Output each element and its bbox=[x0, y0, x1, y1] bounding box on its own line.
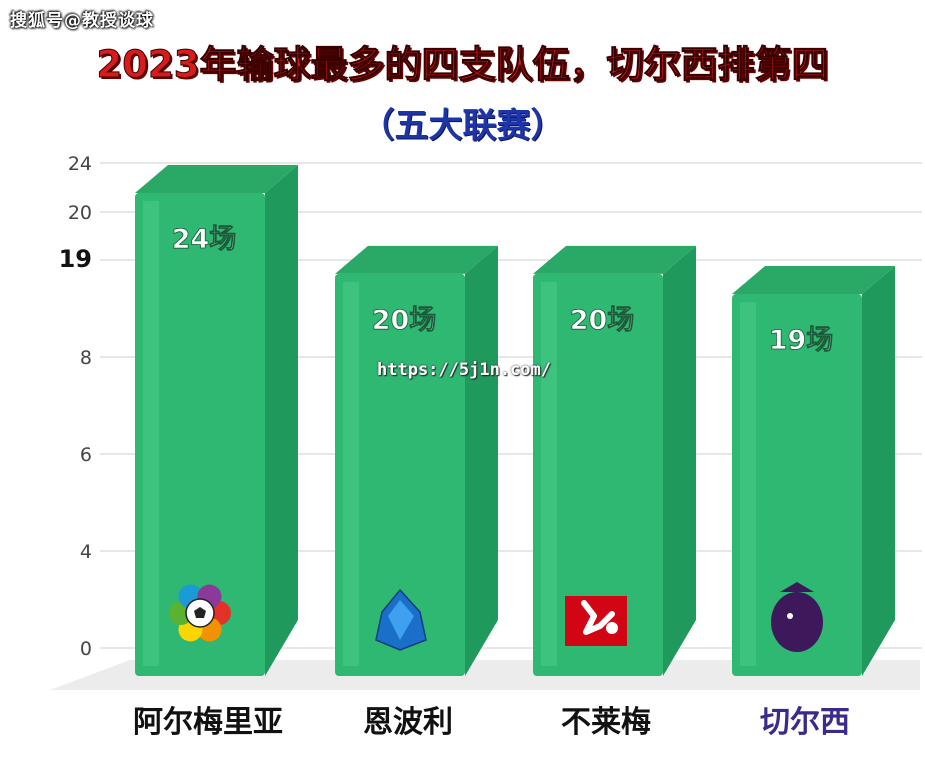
bar-side bbox=[465, 245, 498, 677]
bar-highlight bbox=[740, 302, 756, 666]
y-tick-label: 8 bbox=[80, 347, 92, 369]
url-overlay: https://5j1n.com/ bbox=[377, 360, 551, 380]
bar bbox=[335, 273, 465, 676]
bar-top bbox=[732, 266, 895, 295]
premier-league-lion-icon bbox=[771, 592, 823, 652]
y-tick-label: 0 bbox=[80, 638, 92, 660]
x-category-label: 恩波利 bbox=[363, 705, 453, 740]
bar-side bbox=[265, 165, 298, 676]
serie-a-logo-inner bbox=[388, 600, 414, 640]
bar-side bbox=[862, 266, 895, 676]
y-tick-label: 6 bbox=[80, 444, 92, 466]
chart-title: 2023年输球最多的四支队伍，切尔西排第四 bbox=[96, 43, 829, 87]
watermark: 搜狐号@教授谈球 bbox=[10, 11, 154, 31]
bar-side bbox=[663, 245, 696, 677]
y-tick-label: 20 bbox=[68, 202, 92, 224]
data-label: 20场 bbox=[570, 305, 635, 336]
bundesliga-ball bbox=[606, 622, 618, 634]
bar-top bbox=[335, 245, 498, 274]
bar bbox=[135, 193, 265, 676]
y-tick-label: 19 bbox=[59, 245, 92, 273]
data-label: 24场 bbox=[172, 224, 237, 255]
chart-subtitle: （五大联赛） bbox=[360, 106, 565, 146]
bar bbox=[732, 294, 862, 676]
y-tick-label: 24 bbox=[68, 153, 92, 175]
bar-top bbox=[135, 165, 298, 193]
premier-league-eye bbox=[787, 613, 793, 619]
bundesliga-figure bbox=[581, 600, 615, 635]
x-category-label: 切尔西 bbox=[760, 705, 850, 740]
bar-highlight bbox=[541, 281, 557, 666]
bar-highlight bbox=[143, 201, 159, 666]
data-label: 19场 bbox=[769, 325, 834, 356]
bar bbox=[533, 273, 663, 676]
premier-league-crown bbox=[780, 582, 814, 592]
bundesliga-logo-icon bbox=[565, 596, 627, 646]
bar-top bbox=[533, 245, 696, 274]
bar-highlight bbox=[343, 281, 359, 666]
y-tick-label: 4 bbox=[80, 541, 92, 563]
data-label: 20场 bbox=[372, 305, 437, 336]
laliga-logo-icon bbox=[169, 584, 231, 642]
x-category-label: 不莱梅 bbox=[561, 705, 651, 740]
x-category-label: 阿尔梅里亚 bbox=[133, 705, 283, 740]
